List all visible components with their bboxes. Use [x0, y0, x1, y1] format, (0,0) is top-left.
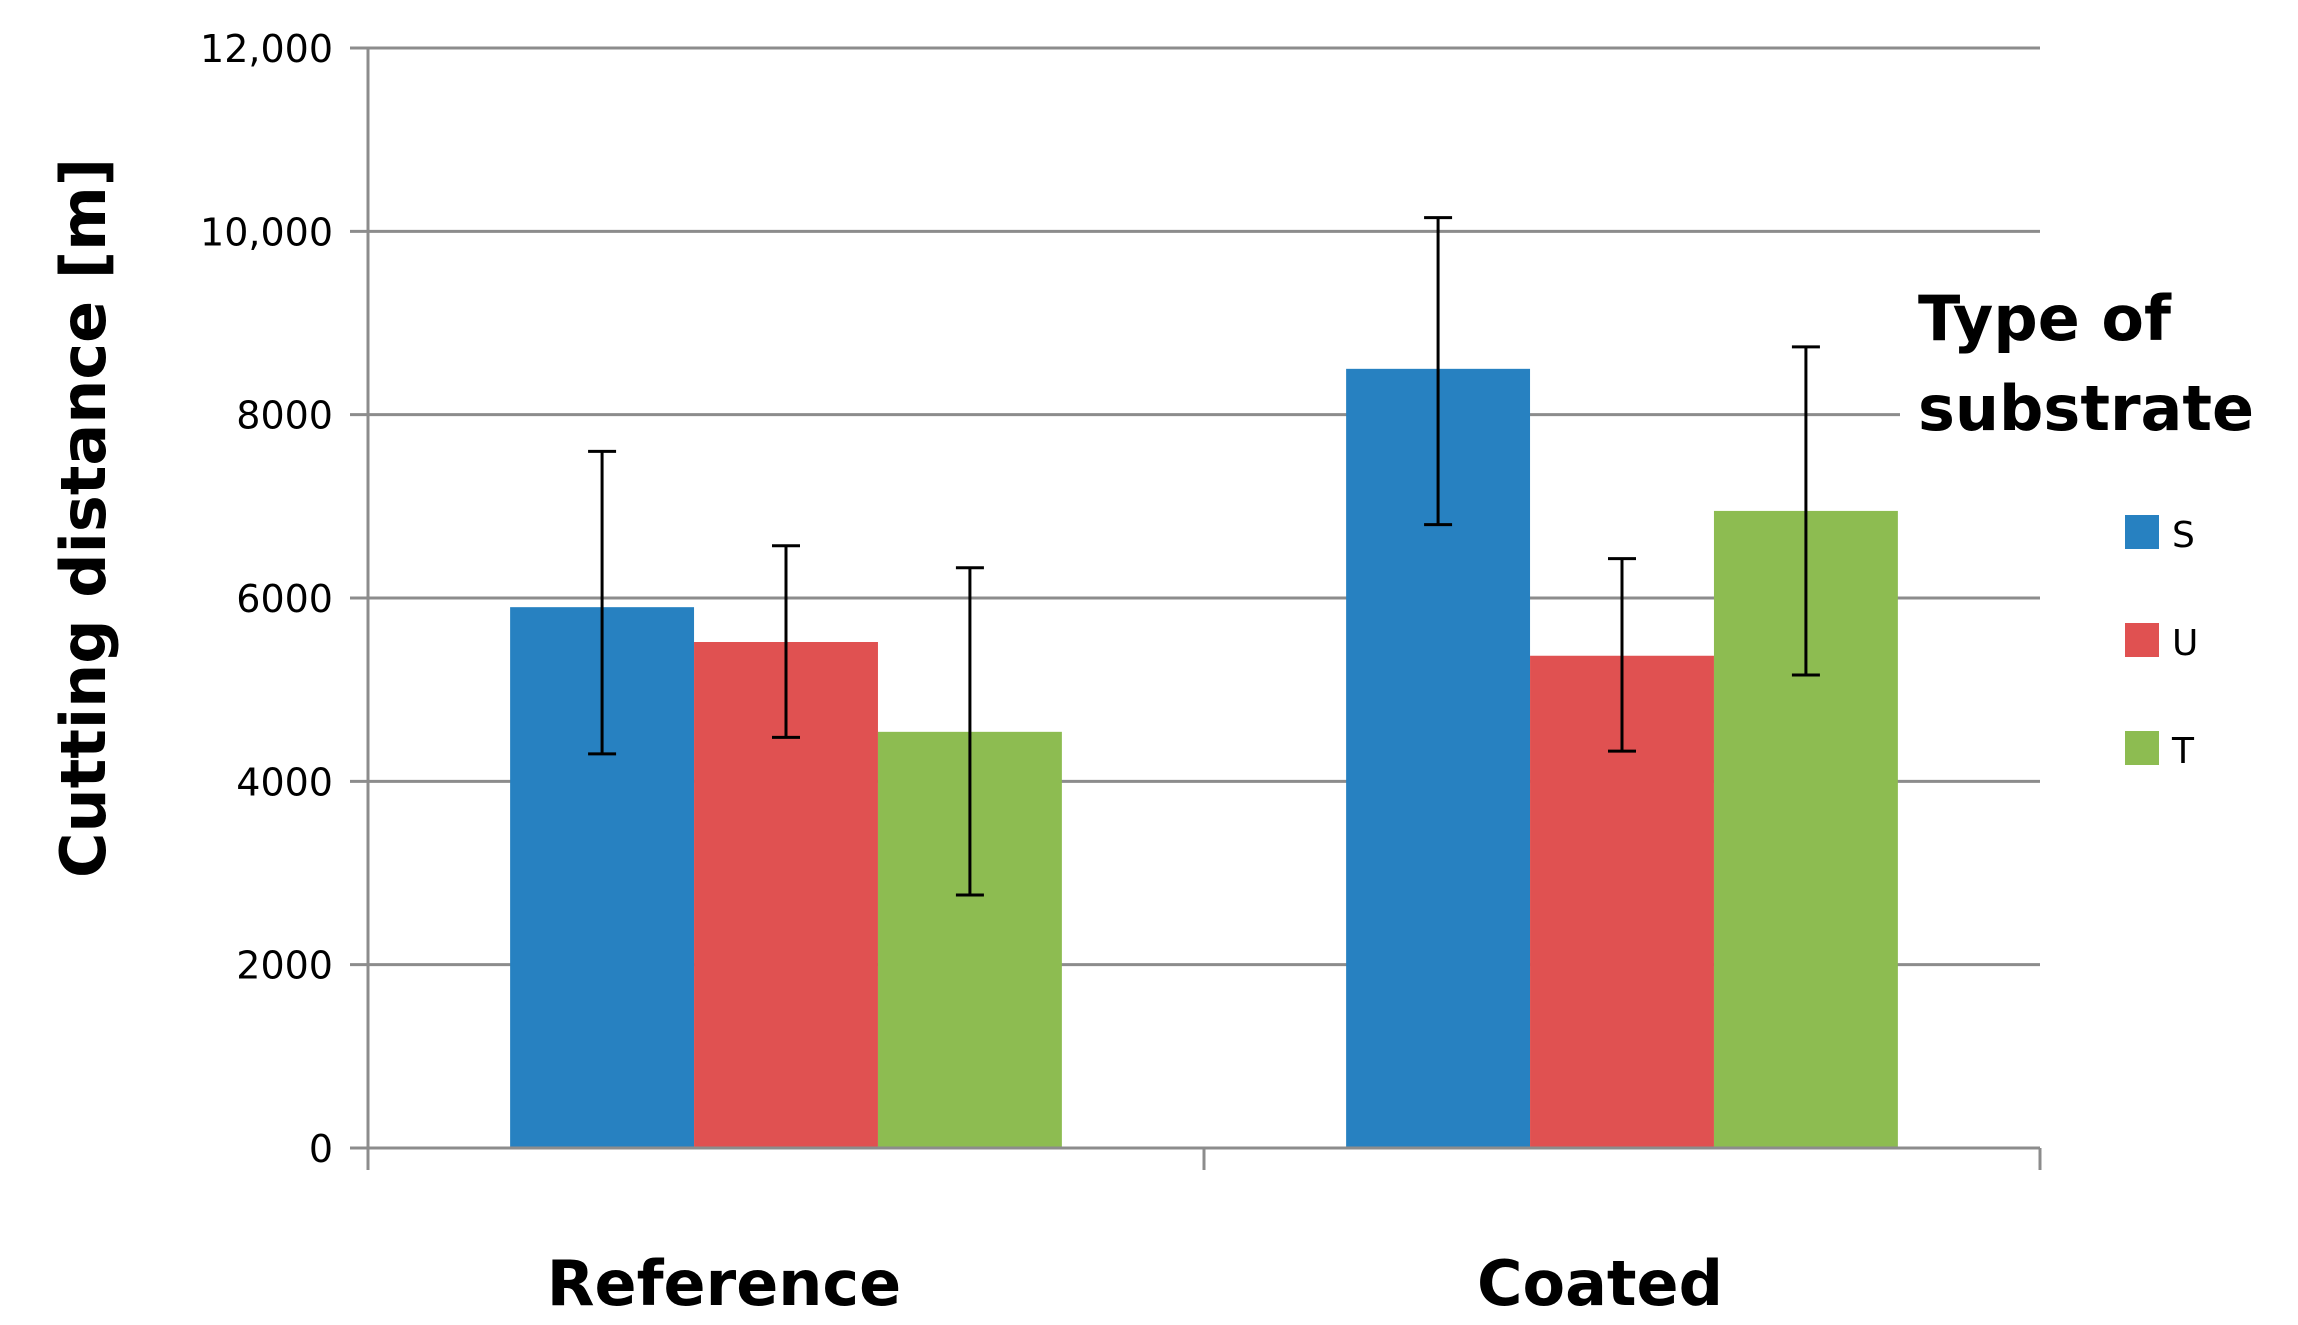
y-tick-label: 6000 [236, 577, 333, 621]
legend-swatch-u [2125, 623, 2159, 657]
y-tick-label: 10,000 [200, 210, 333, 254]
y-tick-label: 2000 [236, 944, 333, 988]
legend-title-line-2: substrate [1918, 372, 2254, 445]
y-axis-title: Cutting distance [m] [47, 158, 120, 878]
legend-label-t: T [2171, 731, 2195, 772]
legend-items: S U T [2125, 515, 2198, 772]
y-tick-labels: 0 2000 4000 6000 8000 10,000 12,000 [200, 27, 333, 1171]
legend-title-backdrop [1900, 270, 2285, 445]
axes [350, 46, 2042, 1170]
y-tick-label: 0 [309, 1127, 333, 1171]
legend-swatch-s [2125, 515, 2159, 549]
legend-swatch-t [2125, 731, 2159, 765]
legend-label-u: U [2172, 623, 2198, 664]
category-label: Coated [1477, 1247, 1723, 1320]
category-labels: Reference Coated [547, 1247, 1723, 1320]
legend-label-s: S [2172, 515, 2195, 556]
y-tick-label: 12,000 [200, 27, 333, 71]
error-bars [588, 216, 1820, 897]
category-label: Reference [547, 1247, 901, 1320]
bars [510, 368, 1898, 1149]
legend: Type of substrate S U T [1900, 270, 2285, 772]
legend-title-line-1: Type of [1918, 282, 2172, 355]
y-tick-label: 8000 [236, 394, 333, 438]
y-tick-label: 4000 [236, 760, 333, 804]
